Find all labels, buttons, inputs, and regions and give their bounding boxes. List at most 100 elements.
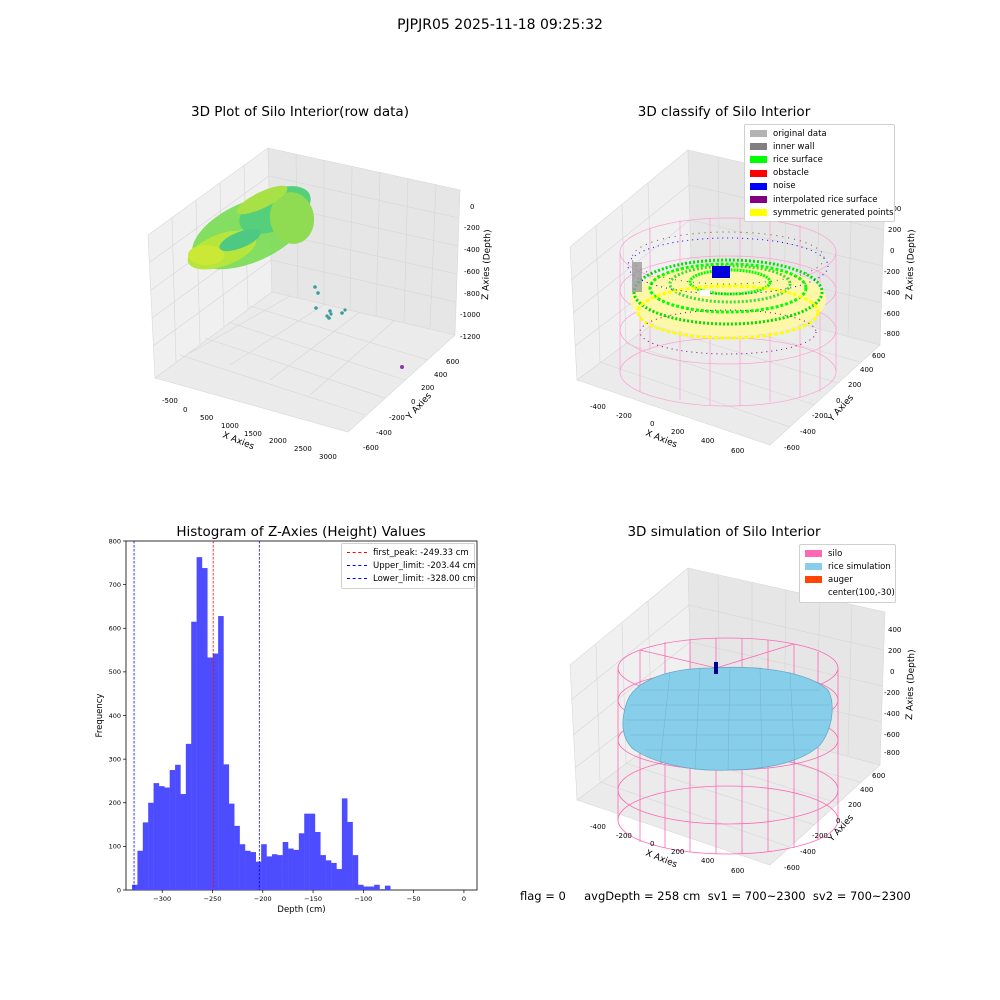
legend-label: inner wall bbox=[773, 141, 815, 152]
y-tick-label: 300 bbox=[109, 755, 121, 763]
histogram-bar bbox=[245, 850, 251, 890]
legend-item: rice surface bbox=[750, 153, 889, 166]
histogram-bar bbox=[196, 557, 203, 890]
histogram-xlabel: Depth (cm) bbox=[277, 905, 325, 915]
legend-label: rice surface bbox=[773, 154, 823, 165]
raw-pane-floor bbox=[154, 291, 456, 433]
simulation-zlabel: Z Axies (Depth) bbox=[905, 649, 917, 720]
histogram-bar bbox=[379, 889, 386, 890]
histogram-bar bbox=[347, 821, 353, 890]
legend-line bbox=[347, 578, 367, 580]
simulation-xtick: 0 bbox=[650, 840, 654, 848]
simulation-ztick: -800 bbox=[884, 749, 900, 757]
legend-item: silo bbox=[805, 547, 890, 560]
simulation-ztick: -600 bbox=[884, 731, 900, 739]
legend-label: Upper_limit: -203.44 cm bbox=[373, 560, 476, 571]
histogram-bar bbox=[288, 848, 294, 890]
raw-xtick: 2500 bbox=[294, 445, 312, 453]
simulation-ylabel: Y Axies bbox=[826, 813, 856, 845]
simulation-panel-title: 3D simulation of Silo Interior bbox=[627, 524, 821, 540]
histogram-bar bbox=[271, 854, 278, 890]
raw-ytick: 200 bbox=[421, 384, 434, 392]
classify-xtick: 400 bbox=[701, 437, 714, 445]
histogram-bar bbox=[148, 802, 154, 890]
legend-item: inner wall bbox=[750, 140, 889, 153]
auger-marker bbox=[714, 662, 718, 674]
raw-ytick: -200 bbox=[389, 414, 405, 422]
histogram-bar bbox=[282, 842, 289, 890]
histogram-bar bbox=[261, 844, 267, 890]
y-tick-label: 700 bbox=[109, 581, 121, 589]
classify-zlabel: Z Axies (Depth) bbox=[905, 229, 917, 300]
raw-ytick: -600 bbox=[363, 444, 379, 452]
legend-swatch bbox=[750, 130, 767, 138]
simulation-ztick: -400 bbox=[884, 710, 900, 718]
classify-ytick: 0 bbox=[836, 397, 840, 405]
legend-item: center(100,-30) bbox=[805, 587, 895, 600]
classify-ytick: -200 bbox=[812, 412, 828, 420]
histogram-bar bbox=[358, 884, 364, 890]
legend-swatch bbox=[750, 196, 767, 204]
simulation-xtick: 200 bbox=[671, 848, 684, 856]
legend-swatch bbox=[750, 156, 767, 164]
y-tick-label: 100 bbox=[109, 843, 121, 851]
histogram-bar bbox=[207, 657, 213, 890]
legend-label: interpolated rice surface bbox=[773, 194, 878, 205]
legend-swatch bbox=[750, 169, 767, 177]
simulation-zticks: 400 200 0 -200 -400 -600 -800 bbox=[884, 626, 901, 757]
histogram-bar bbox=[212, 653, 219, 890]
x-tick-label: 0 bbox=[462, 895, 466, 903]
histogram-bar bbox=[320, 855, 326, 890]
raw-xtick: 2000 bbox=[269, 437, 287, 445]
classify-ztick: 200 bbox=[888, 226, 901, 234]
y-tick-label: 800 bbox=[109, 537, 121, 545]
histogram-chart: −300 −250 −200 −150 −100 −50 0 0 100 200 300 400 50… bbox=[95, 537, 478, 915]
legend-label: first_peak: -249.33 cm bbox=[373, 547, 469, 558]
raw-xtick: 1500 bbox=[244, 430, 262, 438]
raw-xtick: -500 bbox=[162, 397, 178, 405]
legend-label: obstacle bbox=[773, 168, 809, 179]
classify-legend: original data inner wall rice surface ob… bbox=[744, 124, 895, 223]
classify-xtick: -400 bbox=[590, 403, 606, 411]
raw-ztick: -200 bbox=[464, 224, 480, 232]
classify-ztick: -800 bbox=[884, 330, 900, 338]
classify-ztick: -600 bbox=[884, 310, 900, 318]
simulation-yticks: 600 400 200 0 -200 -400 -600 bbox=[784, 772, 885, 872]
raw-xticks: -500 0 500 1000 1500 2000 2500 3000 bbox=[162, 397, 337, 461]
histogram-bar bbox=[239, 844, 246, 890]
legend-swatch bbox=[805, 576, 822, 584]
classify-ztick: 0 bbox=[890, 247, 894, 255]
rice-simulation-surface bbox=[622, 666, 833, 771]
simulation-xtick: 400 bbox=[701, 857, 714, 865]
legend-label: original data bbox=[773, 128, 827, 139]
raw-xtick: 500 bbox=[200, 414, 213, 422]
raw-ztick: -400 bbox=[464, 246, 480, 254]
classify-ytick: 600 bbox=[872, 352, 885, 360]
histogram-bar bbox=[314, 831, 321, 890]
raw-ytick: 400 bbox=[434, 371, 447, 379]
y-tick-label: 0 bbox=[117, 886, 121, 894]
histogram-bar bbox=[341, 798, 348, 890]
classify-yticks: 600 400 200 0 -200 -400 -600 bbox=[784, 352, 885, 452]
classify-zticks: 400 200 0 -200 -400 -600 -800 bbox=[884, 205, 901, 338]
simulation-ytick: 600 bbox=[872, 772, 885, 780]
histogram-ylabel: Frequency bbox=[95, 694, 105, 738]
x-tick-label: −250 bbox=[204, 895, 222, 903]
histogram-xticks: −300 −250 −200 −150 −100 −50 0 bbox=[153, 890, 466, 903]
raw-outlier-purple bbox=[400, 365, 404, 369]
legend-label: noise bbox=[773, 181, 796, 192]
classify-xtick: 0 bbox=[650, 420, 654, 428]
histogram-bar bbox=[325, 860, 332, 890]
histogram-vlines bbox=[133, 541, 260, 890]
histogram-bar bbox=[266, 856, 273, 890]
legend-label: rice simulation bbox=[828, 561, 891, 572]
histogram-bars bbox=[132, 557, 391, 890]
histogram-yticks: 0 100 200 300 400 500 600 700 800 bbox=[109, 537, 126, 894]
chart-title: Histogram of Z-Axies (Height) Values bbox=[176, 524, 426, 540]
histogram-bar bbox=[175, 764, 181, 890]
raw-ztick: -600 bbox=[464, 268, 480, 276]
raw-ytick: 600 bbox=[446, 358, 459, 366]
simulation-legend: silo rice simulation auger center(100,-3… bbox=[799, 544, 896, 603]
legend-item: interpolated rice surface bbox=[750, 193, 889, 206]
classify-xtick: 600 bbox=[731, 447, 744, 455]
